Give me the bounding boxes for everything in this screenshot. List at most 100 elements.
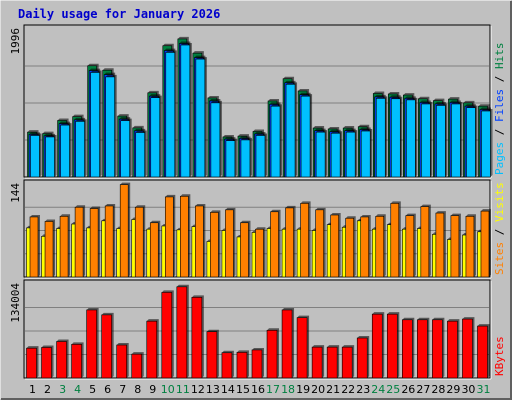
- panel-visitors-bar-sites: [225, 207, 236, 278]
- day-label: 11: [176, 383, 190, 396]
- panel-visitors-bar-sites: [420, 204, 431, 278]
- panel-visitors-legend-separator: /: [493, 222, 506, 242]
- chart-panels: 1996 Pages / Files / Hits 144 Sites / Visit…: [9, 24, 506, 380]
- panel-usage-bar-pages: [300, 94, 313, 178]
- panel-kbytes-legend-kbytes: KBytes: [493, 336, 506, 376]
- panel-kbytes-bar-kbytes: [371, 312, 385, 379]
- panel-usage-bar-pages: [240, 137, 252, 178]
- panel-usage-bar-pages: [105, 74, 117, 178]
- day-label: 24: [371, 383, 385, 396]
- panel-visitors-bars: [26, 182, 491, 278]
- panel-visitors-bar-sites: [375, 214, 386, 278]
- panel-usage-bar-pages: [406, 97, 418, 178]
- panel-kbytes-bar-kbytes: [116, 343, 129, 379]
- panel-visitors-bar-sites: [149, 220, 161, 278]
- day-label: 29: [446, 383, 460, 396]
- panel-visitors-bar-sites: [255, 227, 266, 278]
- panel-visitors-bar-sites: [89, 206, 101, 278]
- day-label: 7: [119, 383, 126, 396]
- panel-usage-bar-pages: [436, 103, 448, 178]
- panel-visitors-bar-sites: [300, 201, 311, 278]
- panel-usage-bar-pages: [360, 129, 373, 178]
- panel-usage-legend-pages: Pages: [493, 142, 506, 175]
- day-labels: 1 2 3 4 5 6 7 8 9 10 11 12 13 14 15 16 17 18 19 20 21 22 23 24 2…: [29, 383, 490, 396]
- day-label: 20: [311, 383, 325, 396]
- day-label: 19: [296, 383, 310, 396]
- panel-visitors-bar-sites: [270, 209, 281, 278]
- panel-visitors-legend: Sites / Visits: [493, 182, 506, 275]
- panel-kbytes-bar-kbytes: [86, 307, 99, 379]
- panel-visitors-bar-sites: [44, 219, 56, 278]
- panel-visitors-bar-sites: [59, 214, 71, 278]
- panel-kbytes-bar-kbytes: [356, 336, 370, 379]
- day-label: 26: [401, 383, 415, 396]
- panel-visitors-bar-sites: [435, 211, 446, 278]
- day-label: 12: [191, 383, 205, 396]
- panel-kbytes-bar-kbytes: [326, 345, 340, 379]
- day-label: 28: [431, 383, 445, 396]
- panel-kbytes-bar-kbytes: [146, 319, 159, 379]
- panel-usage-bar-pages: [120, 118, 132, 178]
- panel-visitors-bar-sites: [480, 209, 491, 278]
- panel-kbytes-bar-kbytes: [236, 350, 249, 379]
- panel-kbytes-bar-kbytes: [56, 339, 69, 379]
- panel-visitors-legend-sites: Sites: [493, 242, 506, 275]
- panel-kbytes-bar-kbytes: [221, 350, 234, 379]
- panel-usage-bar-pages: [270, 104, 283, 178]
- day-label: 21: [326, 383, 340, 396]
- panel-usage-bar-pages: [75, 119, 87, 178]
- panel-visitors-bar-sites: [465, 214, 476, 278]
- day-label: 8: [134, 383, 141, 396]
- day-label: 4: [74, 383, 81, 396]
- panel-kbytes-bar-kbytes: [417, 317, 430, 379]
- panel-usage-max-label: 1996: [9, 28, 22, 55]
- panel-visitors-bar-sites: [195, 203, 206, 278]
- panel-visitors-bar-sites: [119, 182, 131, 278]
- day-label: 25: [386, 383, 400, 396]
- panel-kbytes-bar-kbytes: [191, 295, 204, 379]
- panel-visitors-legend-visits: Visits: [493, 182, 506, 222]
- panel-visitors-bar-sites: [315, 207, 326, 278]
- day-label: 13: [206, 383, 220, 396]
- panel-usage-bar-pages: [285, 82, 298, 178]
- day-label: 18: [281, 383, 295, 396]
- panel-kbytes-bar-kbytes: [386, 312, 400, 379]
- day-label: 22: [341, 383, 355, 396]
- panel-usage-bar-pages: [330, 131, 343, 178]
- panel-kbytes-bar-kbytes: [281, 307, 295, 379]
- panel-visitors-bar-sites: [405, 213, 416, 278]
- panel-usage-bar-pages: [481, 109, 493, 178]
- panel-kbytes-bar-kbytes: [101, 312, 114, 379]
- panel-usage-legend-files: Files: [493, 89, 506, 122]
- panel-visitors-bar-sites: [360, 214, 371, 278]
- panel-usage-bar-pages: [421, 101, 433, 178]
- panel-kbytes-bar-kbytes: [432, 317, 445, 379]
- panel-visitors-bar-sites: [390, 201, 401, 278]
- panel-kbytes-bars: [26, 284, 490, 379]
- panel-visitors-max-label: 144: [9, 183, 22, 203]
- day-label: 14: [221, 383, 235, 396]
- panel-kbytes-bar-kbytes: [341, 345, 355, 379]
- panel-visitors-bar-sites: [285, 205, 296, 278]
- panel-usage-bar-pages: [210, 100, 222, 178]
- panel-usage-bar-pages: [150, 95, 162, 178]
- panel-usage-bar-pages: [451, 101, 463, 178]
- panel-usage-legend-separator: /: [493, 69, 506, 89]
- day-label: 15: [236, 383, 250, 396]
- panel-kbytes-bar-kbytes: [176, 284, 189, 379]
- day-label: 9: [149, 383, 156, 396]
- panel-visitors-bar-sites: [29, 214, 40, 278]
- panel-usage-bar-pages: [466, 105, 478, 178]
- panel-kbytes-bar-kbytes: [402, 317, 415, 379]
- day-label: 31: [476, 383, 490, 396]
- panel-visitors-bar-sites: [180, 194, 191, 278]
- panel-usage-bar-pages: [30, 133, 42, 178]
- panel-usage-bar-pages: [90, 70, 102, 178]
- panel-visitors-bar-sites: [330, 213, 341, 278]
- panel-usage-bar-pages: [180, 43, 192, 178]
- panel-visitors-bar-sites: [240, 220, 251, 278]
- panel-usage-legend: Pages / Files / Hits: [493, 43, 506, 176]
- panel-usage-bar-pages: [60, 123, 72, 178]
- panel-usage-bar-pages: [135, 130, 147, 178]
